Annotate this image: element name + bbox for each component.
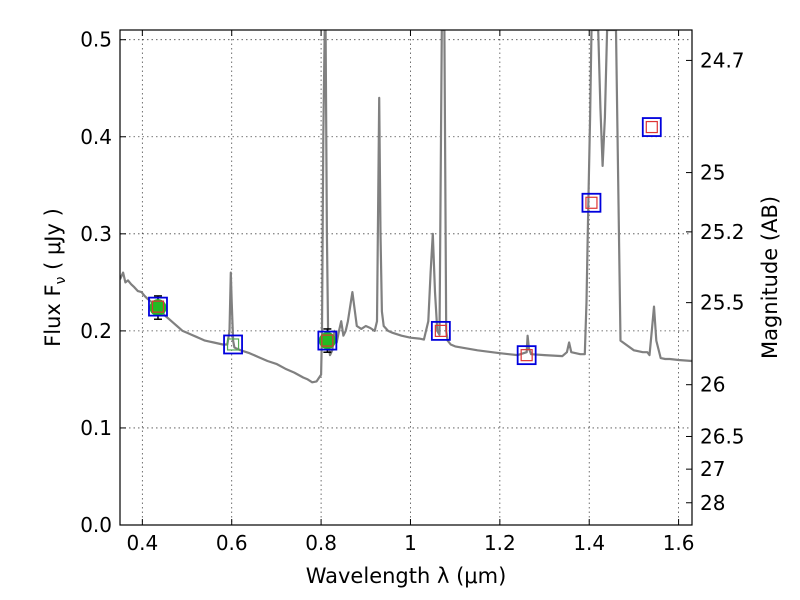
model-point-inner bbox=[151, 300, 165, 313]
y-tick-label: 0.1 bbox=[80, 416, 112, 440]
y-axis-label-subscript: ν bbox=[53, 276, 69, 284]
x-tick-label: 0.6 bbox=[216, 531, 248, 555]
model-point bbox=[317, 330, 338, 351]
model-point-inner bbox=[226, 338, 240, 351]
x-axis-label: Wavelength λ (μm) bbox=[306, 564, 507, 588]
y-tick-label: 0.2 bbox=[80, 319, 112, 343]
y2-axis-label: Magnitude (AB) bbox=[758, 196, 782, 359]
x-tick-label: 0.4 bbox=[126, 531, 158, 555]
y2-tick-label: 24.7 bbox=[700, 48, 745, 72]
x-tick-label: 1.4 bbox=[573, 531, 605, 555]
axis-ticks: 0.4 0.6 0.8 1 1.2 1.4 1.6 0.0 0.1 0.2 0.3 0.4 0.5 24.… bbox=[80, 28, 744, 555]
y2-tick-label: 25.5 bbox=[700, 291, 745, 315]
model-point bbox=[223, 334, 243, 355]
model-point-inner bbox=[321, 334, 334, 347]
x-tick-label: 1 bbox=[404, 531, 417, 555]
x-tick-label: 1.2 bbox=[484, 531, 516, 555]
y2-tick-label: 26.5 bbox=[700, 424, 745, 448]
y-tick-label: 0.5 bbox=[80, 28, 112, 52]
model-point bbox=[148, 296, 168, 317]
y2-tick-label: 25 bbox=[700, 161, 725, 185]
y-tick-label: 0.4 bbox=[80, 125, 112, 149]
plot-frame bbox=[119, 29, 693, 526]
y-axis-label-main: Flux F bbox=[41, 284, 65, 346]
model-point bbox=[516, 345, 537, 366]
model-point-inner bbox=[434, 324, 447, 337]
y-tick-label: 0.3 bbox=[80, 222, 112, 246]
model-point-inner bbox=[585, 196, 598, 209]
y-axis-label: Flux Fν ( μJy ) bbox=[41, 208, 69, 347]
y2-tick-label: 27 bbox=[700, 457, 725, 481]
model-point bbox=[430, 320, 451, 341]
y2-tick-label: 26 bbox=[700, 373, 725, 397]
y-axis-label-unit: ( μJy ) bbox=[41, 208, 65, 276]
model-point bbox=[581, 192, 602, 213]
x-tick-label: 0.8 bbox=[305, 531, 337, 555]
model-point-inner bbox=[520, 349, 533, 362]
y-tick-label: 0.0 bbox=[80, 513, 112, 537]
model-point bbox=[641, 117, 662, 137]
y2-tick-label: 28 bbox=[700, 491, 725, 515]
y2-tick-label: 25.2 bbox=[700, 220, 745, 244]
observed-point bbox=[318, 332, 336, 350]
spectrum-line bbox=[120, 30, 692, 384]
model-point-inner bbox=[645, 120, 658, 134]
plot-area bbox=[120, 30, 692, 384]
x-tick-label: 1.6 bbox=[663, 531, 695, 555]
